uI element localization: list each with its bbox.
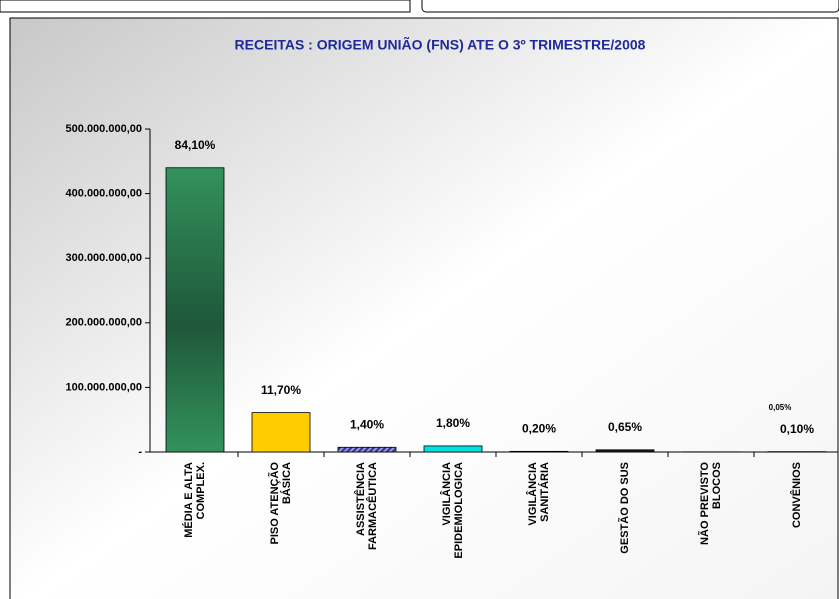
x-tick-label: GESTÃO DO SUS <box>618 462 631 554</box>
x-tick-label: ASSISTÊNCIAFARMACÊUTICA <box>354 462 379 550</box>
data-label: 0,05% <box>769 403 792 412</box>
bar <box>595 449 655 453</box>
bar <box>165 167 225 453</box>
data-label: 11,70% <box>261 383 301 397</box>
bar <box>509 450 569 453</box>
x-tick-label: VIGILÂNCIASANITÁRIA <box>526 462 551 526</box>
x-tick-label: NÃO PREVISTOBLOCOS <box>698 462 723 545</box>
data-label: 1,40% <box>350 417 384 431</box>
chart-frame <box>9 17 839 599</box>
data-label: 0,20% <box>522 422 556 436</box>
x-tick-label: MÉDIA E ALTACOMPLEX. <box>182 462 207 538</box>
y-tick-label: 400.000.000,00 <box>66 188 142 200</box>
top-frame <box>421 0 839 13</box>
x-tick-label: CONVÊNIOS <box>790 462 803 528</box>
bar <box>423 445 483 453</box>
chart-title: RECEITAS : ORIGEM UNIÃO (FNS) ATE O 3º T… <box>235 36 646 53</box>
y-tick-label: 200.000.000,00 <box>66 317 142 329</box>
y-tick-label: - <box>138 446 142 458</box>
data-label: 84,10% <box>175 138 216 152</box>
y-tick-label: 500.000.000,00 <box>66 123 142 135</box>
y-tick-label: 300.000.000,00 <box>66 252 142 264</box>
x-tick-label: VIGILÂNCIAEPIDEMIOLOGICA <box>440 462 465 559</box>
bar <box>337 446 397 453</box>
top-frame <box>0 0 411 13</box>
y-tick-label: 100.000.000,00 <box>66 381 142 393</box>
data-label: 0,65% <box>608 420 642 434</box>
x-tick-label: PISO ATENÇÃOBÁSICA <box>268 462 293 545</box>
bar <box>251 412 311 453</box>
data-label: 0,10% <box>780 422 814 436</box>
data-label: 1,80% <box>436 416 470 430</box>
